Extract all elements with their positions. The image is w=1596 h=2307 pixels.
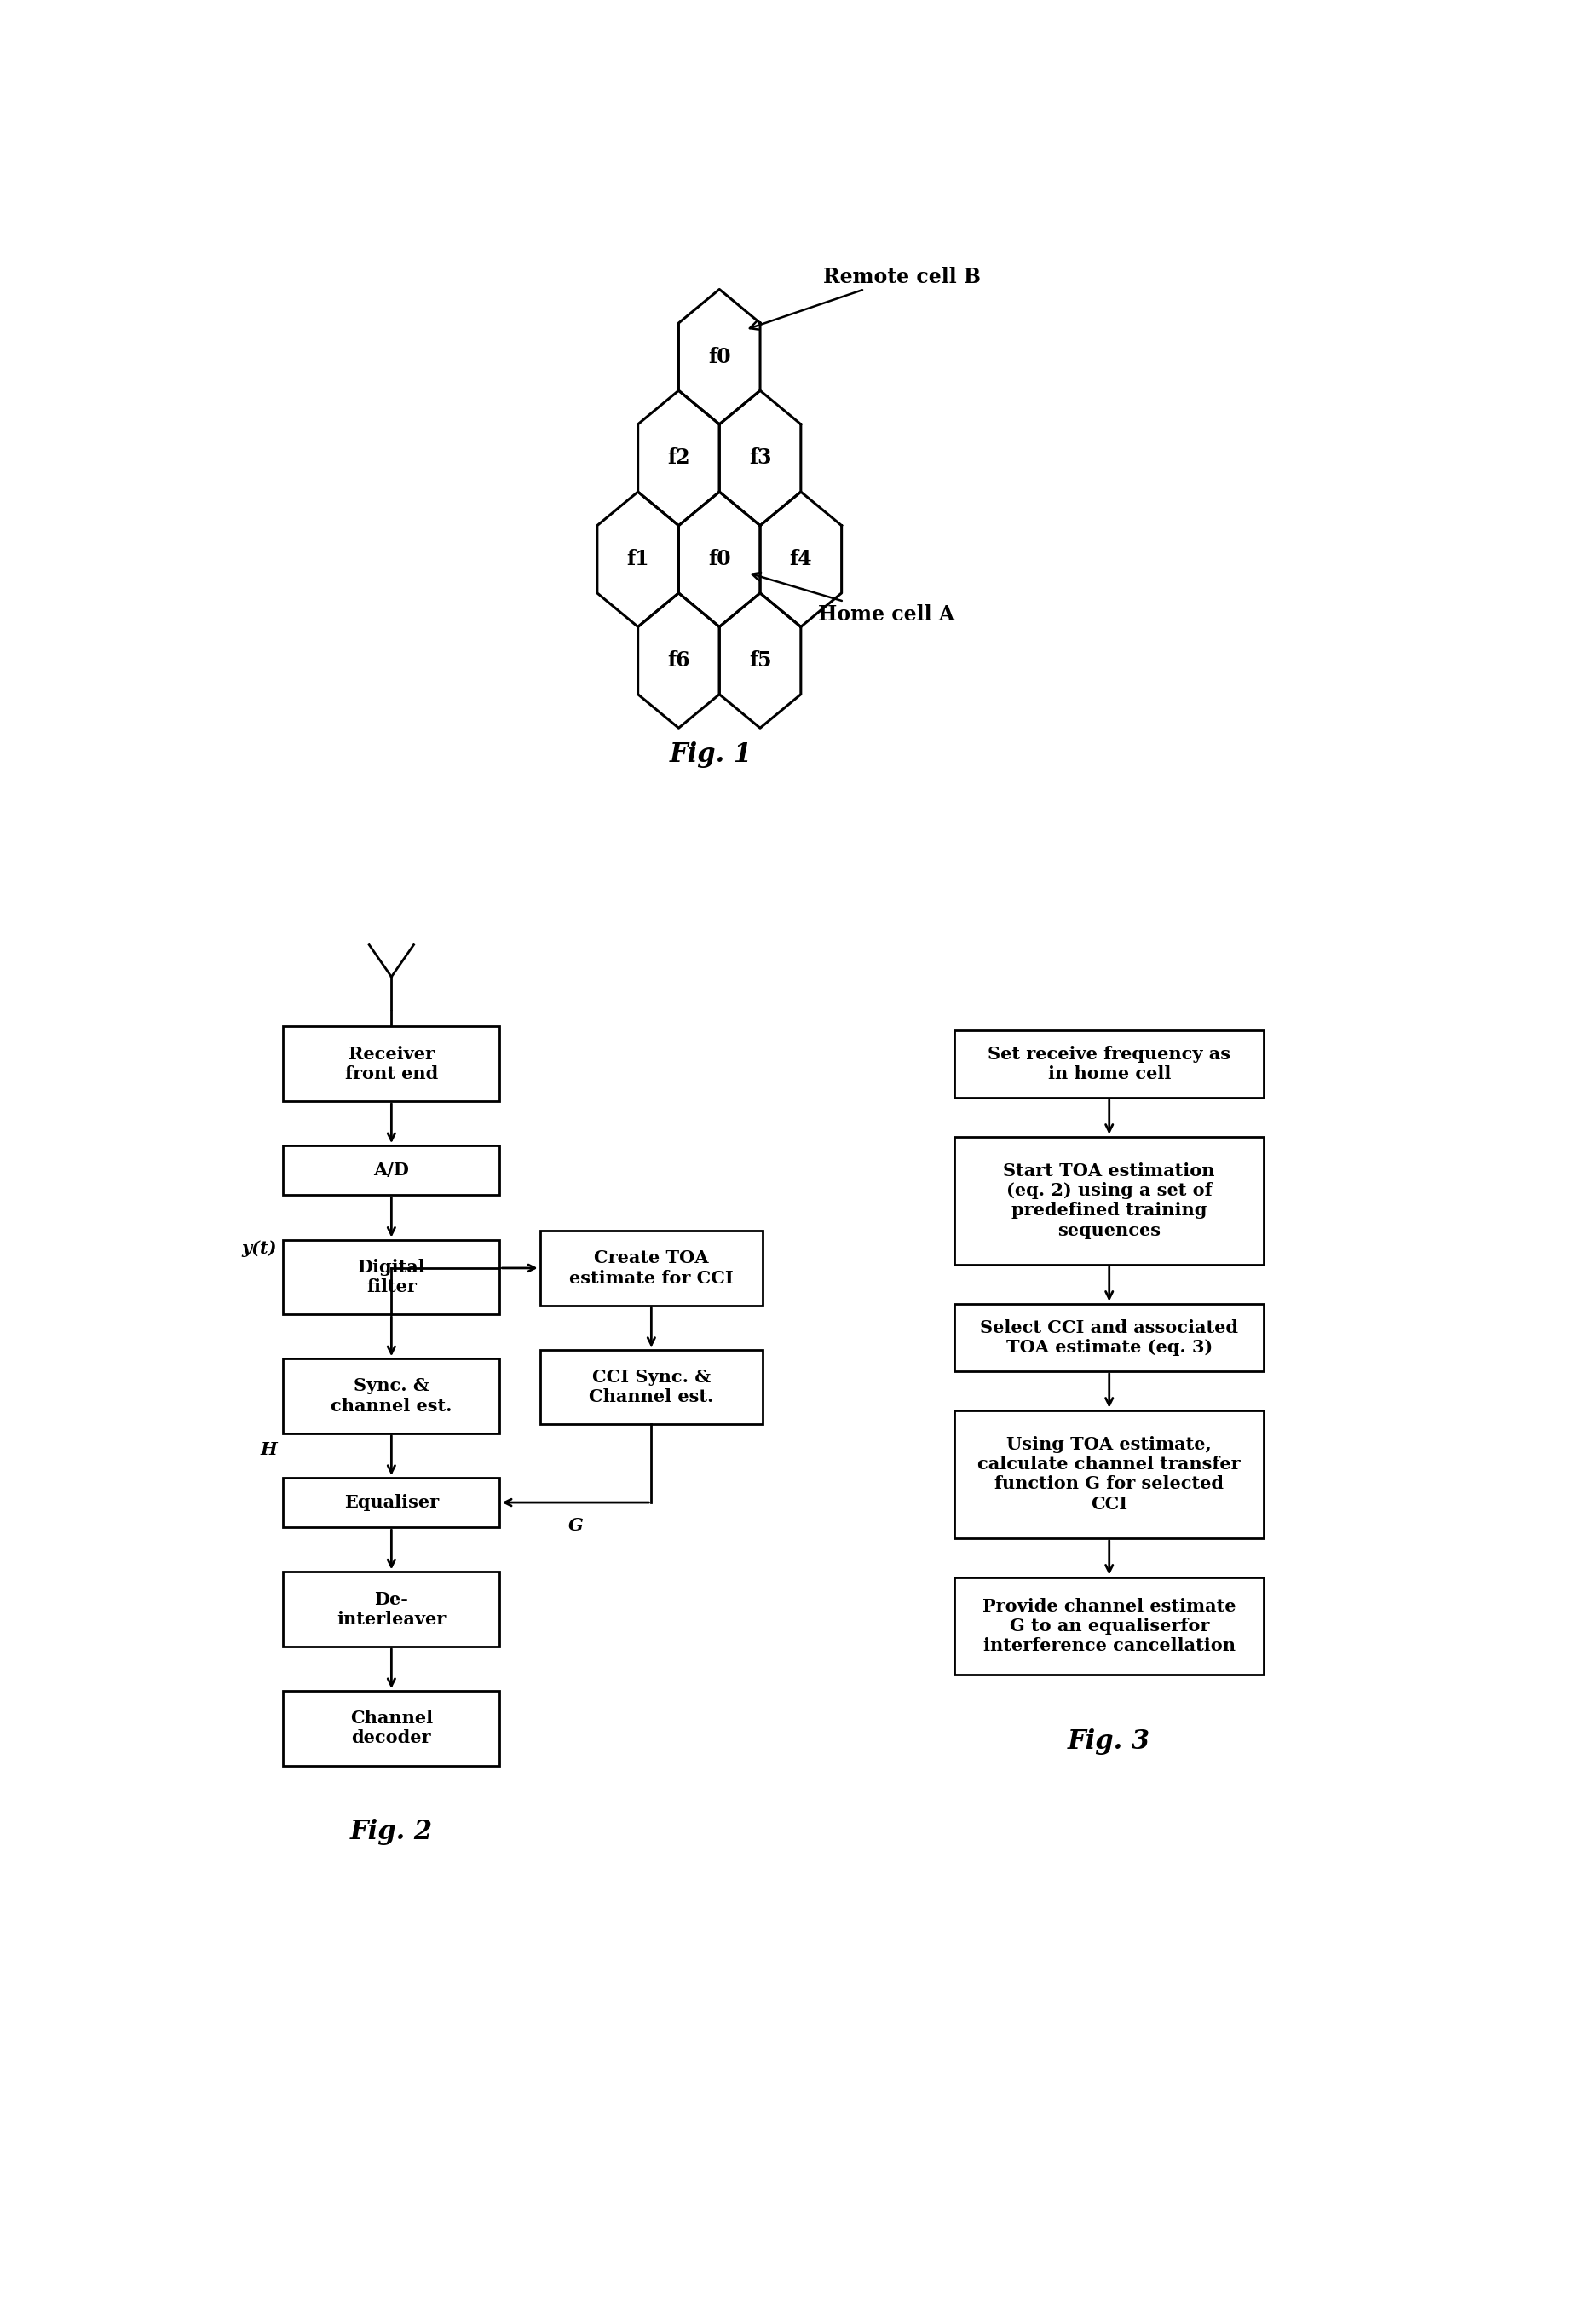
Text: Start TOA estimation
(eq. 2) using a set of
predefined training
sequences: Start TOA estimation (eq. 2) using a set… bbox=[1002, 1163, 1215, 1239]
Text: f2: f2 bbox=[667, 448, 689, 468]
Text: f6: f6 bbox=[667, 651, 689, 671]
FancyBboxPatch shape bbox=[954, 1137, 1264, 1264]
Text: Set receive frequency as
in home cell: Set receive frequency as in home cell bbox=[988, 1045, 1231, 1082]
FancyBboxPatch shape bbox=[954, 1410, 1264, 1539]
Text: f0: f0 bbox=[707, 549, 731, 570]
FancyBboxPatch shape bbox=[282, 1479, 500, 1527]
Text: Remote cell B: Remote cell B bbox=[750, 265, 980, 330]
Text: f5: f5 bbox=[749, 651, 771, 671]
Polygon shape bbox=[678, 491, 760, 628]
Polygon shape bbox=[637, 593, 718, 729]
Text: f0: f0 bbox=[707, 346, 731, 367]
Polygon shape bbox=[760, 491, 841, 628]
Polygon shape bbox=[597, 491, 678, 628]
Polygon shape bbox=[678, 288, 760, 424]
FancyBboxPatch shape bbox=[539, 1230, 763, 1306]
Text: Digital
filter: Digital filter bbox=[358, 1260, 425, 1294]
Text: De-
interleaver: De- interleaver bbox=[337, 1592, 445, 1626]
Text: Select CCI and associated
TOA estimate (eq. 3): Select CCI and associated TOA estimate (… bbox=[980, 1320, 1237, 1357]
Polygon shape bbox=[637, 390, 718, 526]
Text: Fig. 2: Fig. 2 bbox=[350, 1818, 433, 1846]
Text: Fig. 1: Fig. 1 bbox=[669, 741, 752, 768]
Text: Channel
decoder: Channel decoder bbox=[350, 1709, 433, 1746]
Text: Equaliser: Equaliser bbox=[343, 1495, 439, 1511]
FancyBboxPatch shape bbox=[282, 1239, 500, 1315]
FancyBboxPatch shape bbox=[282, 1691, 500, 1765]
Text: Home cell A: Home cell A bbox=[752, 572, 954, 625]
FancyBboxPatch shape bbox=[954, 1303, 1264, 1370]
Text: Create TOA
estimate for CCI: Create TOA estimate for CCI bbox=[568, 1250, 733, 1287]
Text: y(t): y(t) bbox=[241, 1241, 276, 1257]
Text: Fig. 3: Fig. 3 bbox=[1068, 1728, 1151, 1756]
Text: f1: f1 bbox=[626, 549, 650, 570]
Polygon shape bbox=[718, 593, 801, 729]
FancyBboxPatch shape bbox=[282, 1359, 500, 1433]
FancyBboxPatch shape bbox=[954, 1029, 1264, 1098]
Text: f3: f3 bbox=[749, 448, 771, 468]
FancyBboxPatch shape bbox=[282, 1571, 500, 1647]
Text: Using TOA estimate,
calculate channel transfer
function G for selected
CCI: Using TOA estimate, calculate channel tr… bbox=[977, 1435, 1240, 1513]
Text: H: H bbox=[260, 1442, 276, 1458]
FancyBboxPatch shape bbox=[954, 1578, 1264, 1675]
Text: G: G bbox=[568, 1516, 583, 1534]
Text: CCI Sync. &
Channel est.: CCI Sync. & Channel est. bbox=[589, 1368, 713, 1405]
Text: A/D: A/D bbox=[373, 1163, 409, 1179]
Text: f4: f4 bbox=[788, 549, 812, 570]
Text: Provide channel estimate
G to an equaliserfor
interference cancellation: Provide channel estimate G to an equalis… bbox=[982, 1599, 1235, 1654]
Polygon shape bbox=[718, 390, 801, 526]
FancyBboxPatch shape bbox=[539, 1350, 763, 1423]
FancyBboxPatch shape bbox=[282, 1027, 500, 1100]
Text: Sync. &
channel est.: Sync. & channel est. bbox=[330, 1377, 452, 1414]
FancyBboxPatch shape bbox=[282, 1147, 500, 1195]
Text: Receiver
front end: Receiver front end bbox=[345, 1045, 437, 1082]
